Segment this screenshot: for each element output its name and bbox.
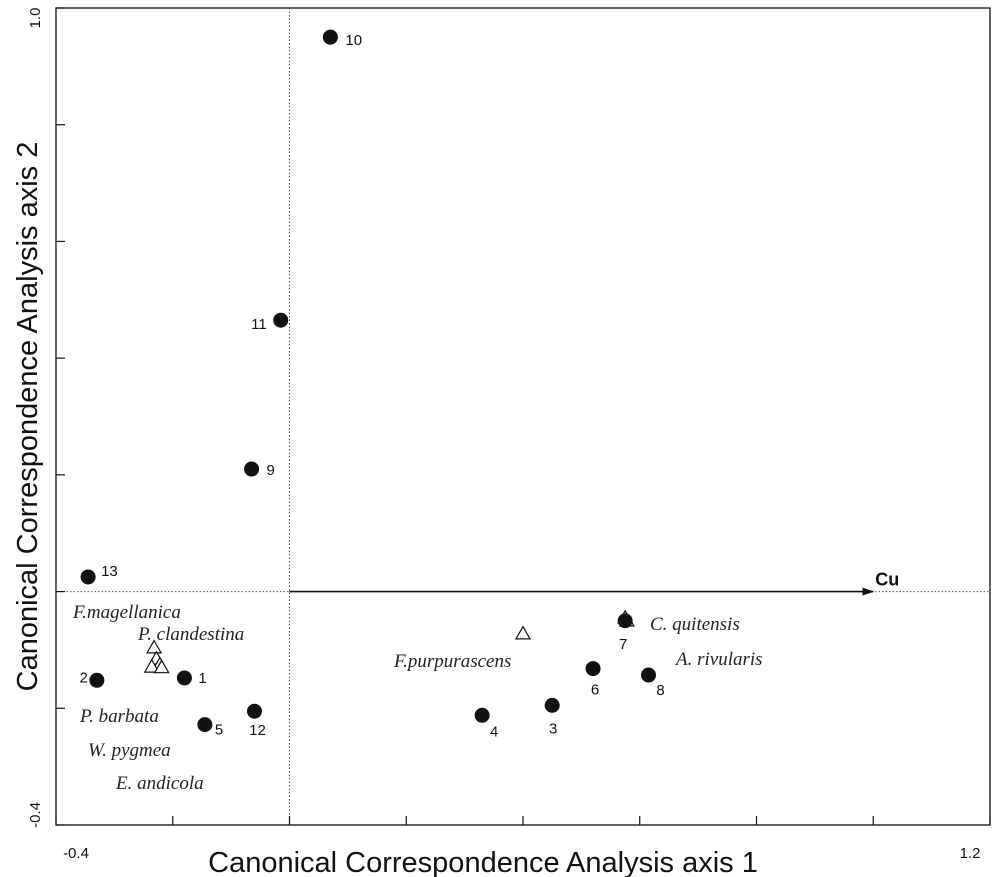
site-marker-2	[89, 672, 105, 688]
species-label-2: P. barbata	[79, 706, 159, 727]
x-axis-title: Canonical Correspondence Analysis axis 1	[208, 847, 758, 877]
site-label-8: 8	[656, 682, 664, 699]
species-marker-5	[514, 625, 532, 640]
site-label-13: 13	[101, 563, 118, 580]
site-label-4: 4	[490, 723, 498, 740]
site-marker-5	[197, 717, 213, 733]
site-marker-4	[474, 707, 490, 723]
site-marker-9	[244, 461, 260, 477]
species-label-5: F.purpurascens	[393, 651, 511, 672]
axis-ticks	[55, 7, 991, 826]
site-marker-7	[617, 613, 633, 629]
site-marker-8	[641, 667, 657, 683]
site-marker-1	[176, 670, 192, 686]
y-tick-label: -0.4	[27, 802, 44, 828]
site-label-6: 6	[591, 682, 599, 699]
site-label-7: 7	[619, 636, 627, 653]
species-marker-0	[146, 639, 163, 654]
y-tick-label: 1.0	[27, 8, 44, 29]
site-label-5: 5	[215, 722, 223, 739]
plot-frame	[55, 7, 991, 826]
site-marker-3	[544, 697, 560, 713]
y-axis-title: Canonical Correspondence Analysis axis 2	[12, 142, 44, 692]
site-label-11: 11	[251, 316, 267, 333]
x-tick-label: -0.4	[63, 845, 89, 862]
site-markers	[80, 29, 657, 733]
x-tick-label: 1.2	[960, 845, 981, 862]
species-label-6: C. quitensis	[650, 614, 740, 635]
species-label-1: P. clandestina	[137, 624, 244, 645]
site-label-3: 3	[549, 720, 557, 737]
species-label-7: A. rivularis	[674, 649, 763, 670]
site-label-12: 12	[249, 722, 266, 739]
species-marker-4	[153, 659, 170, 674]
site-marker-6	[585, 661, 601, 677]
species-marker-3	[143, 658, 160, 673]
site-marker-10	[322, 29, 338, 45]
site-marker-11	[273, 312, 289, 328]
site-label-2: 2	[80, 669, 88, 686]
site-label-1: 1	[198, 670, 206, 687]
site-marker-12	[246, 703, 262, 719]
site-label-9: 9	[267, 462, 275, 479]
environmental-vectors: Cu	[289, 570, 899, 596]
site-label-10: 10	[345, 32, 362, 49]
site-marker-13	[80, 569, 96, 585]
species-label-3: W. pygmea	[88, 740, 171, 761]
vector-label-cu: Cu	[875, 570, 899, 590]
reference-lines	[56, 8, 990, 825]
species-label-0: F.magellanica	[72, 602, 181, 623]
tick-labels: -0.4 1.2 -0.4 1.0	[27, 8, 980, 862]
species-label-4: E. andicola	[115, 773, 204, 794]
